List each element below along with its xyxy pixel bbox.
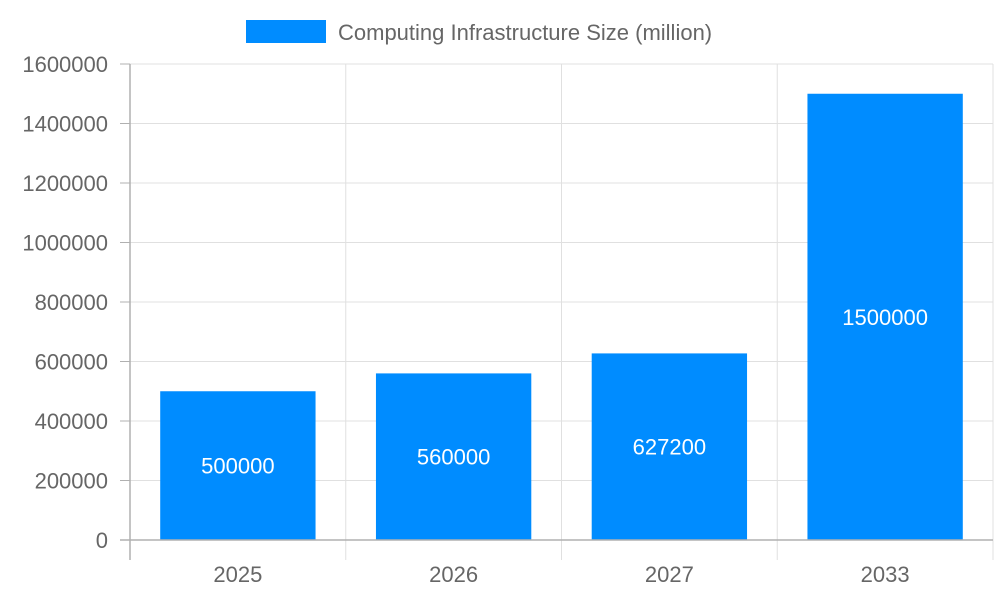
y-tick-label: 1400000	[22, 112, 108, 137]
y-tick-label: 200000	[35, 469, 108, 494]
legend[interactable]: Computing Infrastructure Size (million)	[246, 20, 712, 45]
x-tick-label: 2027	[645, 562, 694, 587]
axes: 0 200000 400000 600000 800000 1000000 1200000 1…	[22, 52, 993, 587]
bar-data-label: 500000	[201, 454, 274, 479]
x-tick-label: 2025	[213, 562, 262, 587]
bar	[375, 373, 532, 540]
bar	[160, 391, 316, 540]
y-tick-label: 1600000	[22, 52, 108, 77]
x-tick-label: 2033	[861, 562, 910, 587]
legend-swatch[interactable]	[246, 20, 326, 43]
y-tick-label: 600000	[35, 350, 108, 375]
y-tick-label: 800000	[35, 290, 108, 315]
bars: 500000 560000 627200 1500000	[160, 93, 963, 540]
x-tick-label: 2026	[429, 562, 478, 587]
bar-data-label: 1500000	[842, 305, 928, 330]
y-tick-label: 0	[96, 528, 108, 553]
y-tick-label: 1000000	[22, 231, 108, 256]
bar	[807, 93, 963, 540]
bar-data-label: 560000	[417, 445, 490, 470]
bar	[591, 353, 748, 540]
y-tick-label: 1200000	[22, 171, 108, 196]
bar-data-label: 627200	[633, 435, 706, 460]
legend-label[interactable]: Computing Infrastructure Size (million)	[338, 20, 712, 45]
y-tick-label: 400000	[35, 409, 108, 434]
